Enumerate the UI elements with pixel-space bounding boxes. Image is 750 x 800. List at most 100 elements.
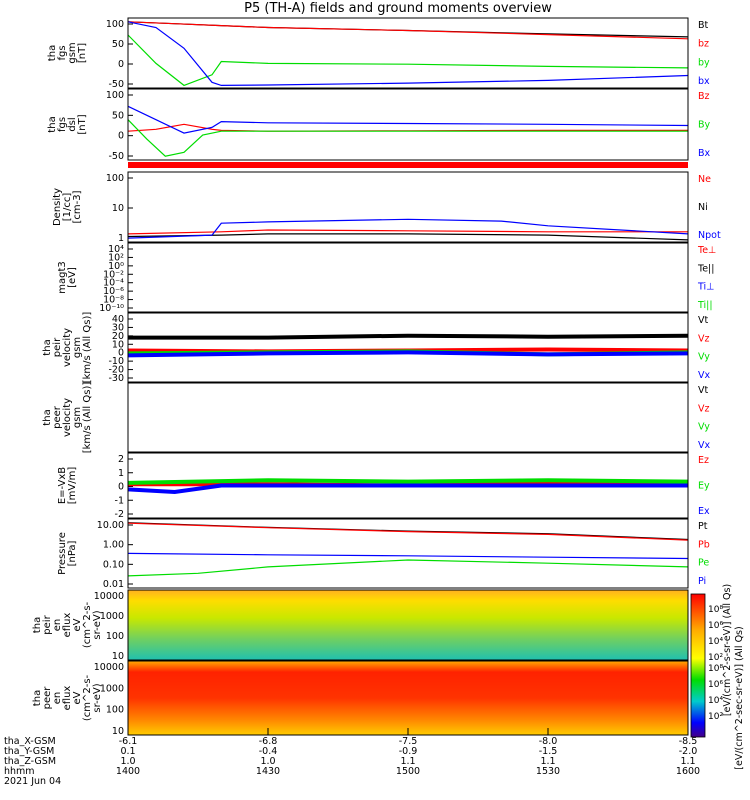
ytick-label: 10⁻⁴ [103, 278, 124, 289]
ytick-label: 100 [106, 19, 124, 30]
panel-frame [127, 589, 689, 661]
spectrogram-peer-eflux [128, 661, 688, 735]
legend-label: Pi [698, 576, 706, 587]
footer-value-y: -0.9 [399, 746, 418, 757]
ylabel-temperature: magt3 [57, 261, 68, 294]
ytick-label: 50 [112, 39, 124, 50]
legend-label: Te|| [697, 263, 714, 274]
panel-frame [127, 88, 689, 161]
footer-value-hhmm: 1400 [116, 766, 140, 777]
series-line-bx [127, 21, 689, 87]
colorbar-tick: 10⁸ [708, 664, 723, 674]
colorbar-scale [690, 593, 706, 738]
series-line-Ex [127, 483, 688, 495]
series-line-Pe [127, 559, 689, 577]
legend-label: Ti⊥ [697, 282, 714, 293]
ytick-label: 10 [112, 726, 124, 737]
ylabel-peer-eflux: en [52, 692, 63, 705]
legend-label: Vy [698, 352, 710, 363]
panel-peir-eflux: tha peir en eflux eV (cm^2-s-sr-eV) 10000 1000 1… [32, 591, 133, 662]
legend-label: Vx [698, 370, 710, 381]
ytick-label: 10 [112, 339, 124, 350]
series-line-Pi [127, 552, 689, 560]
ylabel-density: [1/cc] [62, 193, 73, 222]
ytick-label: -1 [115, 495, 124, 506]
footer-row-label: hhmm [4, 766, 35, 777]
ylabel-fgs-dsl: fgs [57, 117, 68, 132]
panel-frame [127, 171, 689, 243]
panel-fgs-gsm: tha fgs gsm [nT] 100 50 0 -50 Bt bz by bx [47, 19, 710, 90]
ylabel-pressure: Pressure [57, 532, 68, 575]
ytick-label: 0 [118, 348, 124, 359]
ylabel-pressure: [nPa] [67, 540, 78, 566]
ylabel-peer-eflux: (cm^2-s- [82, 674, 93, 721]
footer-value-hhmm: 1500 [396, 766, 420, 777]
ylabel-peer-velocity: peer [52, 405, 63, 429]
legend-label: Bt [698, 20, 709, 31]
colorbar-tick: 10⁶ [708, 621, 723, 631]
legend-label: By [698, 120, 711, 131]
ylabel-fgs-dsl: tha [47, 116, 58, 132]
ylabel-peir-eflux: peir [42, 614, 53, 634]
panel-frame [127, 17, 689, 89]
footer-value-x: -6.8 [259, 736, 278, 747]
mode-bar [128, 162, 688, 168]
ytick-label: 10⁻⁶ [103, 286, 124, 297]
ylabel-peir-velocity: peir [52, 337, 63, 357]
ylabel-fgs-gsm: gsm [67, 42, 78, 63]
series-line-Npot [127, 218, 689, 239]
legend-label: Pe [698, 558, 709, 569]
ylabel-peer-eflux: tha [32, 690, 43, 706]
ytick-label: -50 [108, 79, 124, 90]
legend-label: Pb [698, 539, 710, 550]
legend-label: bz [698, 39, 709, 50]
ytick-label: 10 [112, 651, 124, 662]
legend-label: Ey [698, 481, 710, 492]
footer-value-z: 1.0 [260, 756, 275, 767]
legend-label: Vz [698, 333, 710, 344]
series-line-Pb [127, 522, 689, 541]
ytick-label: 0 [118, 59, 124, 70]
series-line-Bt [127, 21, 689, 38]
series-line-bz [127, 21, 689, 40]
ytick-label: 10² [108, 252, 124, 263]
colorbar-tick: 10⁶ [708, 680, 723, 690]
footer-value-hhmm: 1530 [536, 766, 560, 777]
ytick-label: 50 [112, 110, 124, 121]
panel-efield: E=-VxB [mV/m] 2 1 0 -1 -2 Ez Ey Ex [57, 454, 710, 520]
ytick-label: 10 [112, 203, 124, 214]
ytick-label: 0.01 [103, 579, 124, 590]
legend-label: Vx [698, 440, 710, 451]
legend-label: Vz [698, 403, 710, 414]
series-line-Vt [128, 333, 689, 340]
footer-value-y: -1.5 [539, 746, 558, 757]
legend-label: Ne [698, 174, 711, 185]
ytick-label: 1 [118, 233, 124, 244]
panel-peer-velocity: tha peer velocity gsm [km/s (All Qs)] Vt Vz Vy V… [42, 382, 710, 454]
ytick-label: 10000 [94, 662, 124, 673]
ytick-label: 10⁰ [108, 261, 124, 272]
ylabel-fgs-dsl: [nT] [77, 114, 88, 134]
ytick-label: -50 [108, 151, 124, 162]
ylabel-peir-eflux: eV [72, 618, 83, 631]
footer-value-x: -7.5 [399, 736, 418, 747]
ylabel-peer-velocity: gsm [72, 407, 83, 428]
panel-peir-velocity: tha peir velocity gsm [km/s (All Qs)] 4030201… [42, 312, 710, 384]
ytick-label: 10⁻² [103, 269, 124, 280]
ylabel-peer-velocity: [km/s (All Qs)] [82, 382, 93, 454]
ylabel-peer-eflux: eflux [62, 686, 73, 711]
colorbar-tick: 10⁴ [708, 637, 723, 647]
footer-value-z: 1.1 [540, 756, 555, 767]
ylabel-fgs-gsm: [nT] [77, 43, 88, 63]
panel-frame [127, 382, 689, 453]
legend-label: Ni [698, 202, 708, 213]
ytick-label: 10000 [94, 591, 124, 602]
ytick-label: -10 [108, 356, 124, 367]
ylabel-peir-eflux: en [52, 619, 63, 632]
ylabel-peer-eflux: peer [42, 686, 53, 710]
ytick-label: 100 [106, 90, 124, 101]
footer-value-x: -8.5 [679, 736, 698, 747]
ytick-label: 1000 [100, 683, 124, 694]
ylabel-peer-velocity: velocity [62, 398, 73, 437]
